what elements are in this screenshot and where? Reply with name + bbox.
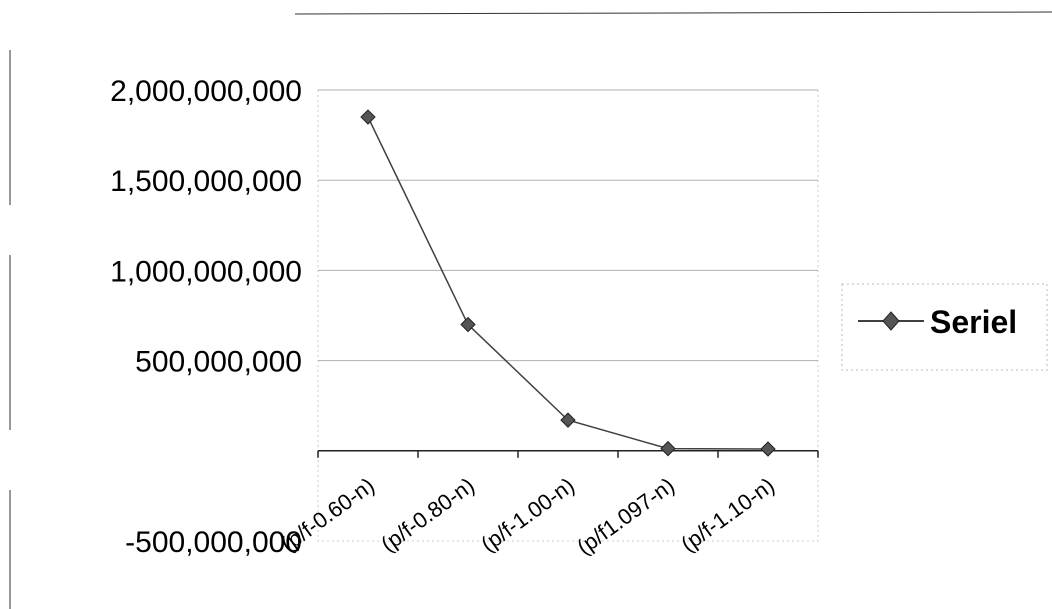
data-point[interactable] (560, 412, 576, 428)
y-tick-label: 2,000,000,000 (110, 75, 302, 108)
series-line (367, 116, 769, 450)
series-seriel (360, 109, 776, 457)
plot-area-frame (317, 89, 819, 542)
y-tick-label: -500,000,000 (125, 526, 302, 559)
x-tick-label: (p/f1.097-n) (572, 473, 679, 560)
x-tick-label: (p/f-0.80-n) (376, 473, 479, 557)
data-point[interactable] (760, 441, 776, 457)
y-tick-label: 1,500,000,000 (110, 165, 302, 198)
data-point[interactable] (460, 316, 476, 333)
legend-label: Seriel (930, 304, 1017, 340)
data-point[interactable] (660, 440, 676, 457)
x-tick-label: (p/f-1.10-n) (676, 473, 779, 557)
y-tick-label: 1,000,000,000 (110, 255, 302, 288)
x-axis-labels: (p/f-0.60-n)(p/f-0.80-n)(p/f-1.00-n)(p/f… (276, 473, 779, 560)
data-point[interactable] (360, 109, 376, 125)
x-tick-label: (p/f-0.60-n) (276, 473, 379, 557)
y-axis-labels: 2,000,000,000 1,500,000,000 1,000,000,000 5… (110, 75, 302, 559)
x-tick-label: (p/f-1.00-n) (476, 473, 579, 557)
top-border-line (294, 11, 1052, 15)
y-tick-label: 500,000,000 (135, 346, 302, 379)
x-axis (317, 450, 819, 458)
legend-diamond-marker (882, 311, 900, 331)
legend[interactable]: Seriel (841, 283, 1048, 371)
gridlines (318, 89, 818, 362)
